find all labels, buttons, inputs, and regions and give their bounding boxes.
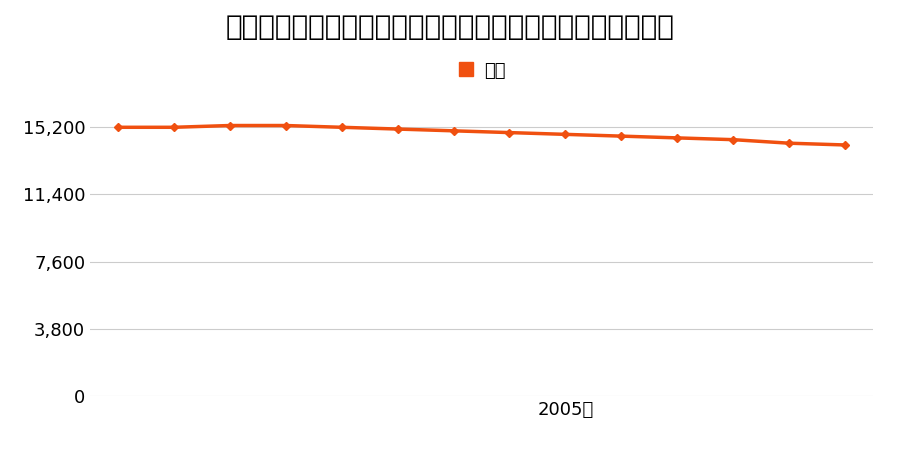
価格 (168, 125, 179, 130)
価格 (392, 126, 403, 132)
Line: 価格: 価格 (115, 122, 848, 148)
価格 (784, 140, 795, 146)
価格 (337, 125, 347, 130)
価格 (280, 123, 291, 128)
価格 (112, 125, 123, 130)
価格 (616, 133, 626, 139)
価格 (840, 142, 850, 148)
Text: 長崎県北松浦郡江迎町小川内免字杉の内２０番４の地価推移: 長崎県北松浦郡江迎町小川内免字杉の内２０番４の地価推移 (226, 14, 674, 41)
Legend: 価格: 価格 (450, 54, 513, 87)
価格 (560, 132, 571, 137)
価格 (504, 130, 515, 135)
価格 (671, 135, 682, 140)
価格 (448, 128, 459, 134)
価格 (728, 137, 739, 142)
価格 (224, 123, 235, 128)
